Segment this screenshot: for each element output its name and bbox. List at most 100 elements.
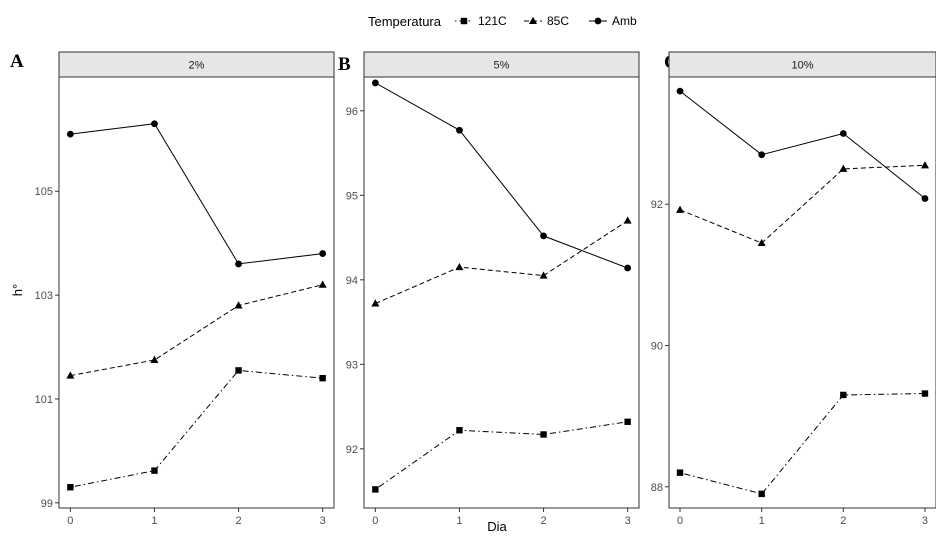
facet-strip-label: 5% bbox=[494, 60, 510, 72]
x-tick-label: 0 bbox=[372, 515, 378, 527]
series-121C bbox=[676, 390, 929, 498]
data-point bbox=[66, 130, 74, 138]
y-tick-label: 94 bbox=[346, 275, 358, 287]
panel-border bbox=[363, 76, 640, 509]
data-point bbox=[67, 484, 74, 491]
data-point bbox=[456, 126, 463, 134]
data-point bbox=[456, 427, 463, 434]
series-121C bbox=[372, 418, 631, 493]
panel-border bbox=[668, 76, 936, 509]
data-point bbox=[319, 250, 327, 257]
data-point bbox=[371, 79, 379, 87]
data-point bbox=[920, 161, 929, 169]
y-tick-label: 93 bbox=[346, 359, 358, 371]
legend-entry: 85C bbox=[524, 14, 569, 28]
panel-border bbox=[58, 76, 335, 509]
data-point bbox=[757, 238, 766, 247]
x-tick-label: 2 bbox=[540, 515, 546, 527]
y-tick-label: 103 bbox=[35, 290, 53, 302]
series-line bbox=[70, 123, 323, 265]
series-121C bbox=[67, 367, 326, 491]
y-tick-label: 96 bbox=[346, 106, 358, 118]
data-point bbox=[319, 374, 326, 382]
data-point bbox=[839, 130, 847, 137]
series-line bbox=[679, 90, 926, 199]
data-point bbox=[455, 262, 464, 271]
x-tick-label: 3 bbox=[320, 515, 326, 527]
series-line bbox=[375, 220, 628, 304]
legend-label: 85C bbox=[547, 14, 569, 28]
y-tick-label: 90 bbox=[651, 340, 663, 352]
y-tick-label: 92 bbox=[651, 199, 663, 211]
legend-label: 121C bbox=[478, 14, 507, 28]
panel-letter: B bbox=[338, 54, 351, 75]
data-point bbox=[318, 280, 327, 288]
data-point bbox=[624, 418, 631, 425]
x-tick-label: 0 bbox=[67, 515, 73, 527]
series-85C bbox=[371, 216, 632, 307]
data-point bbox=[676, 205, 685, 213]
x-tick-label: 3 bbox=[625, 515, 631, 527]
data-point bbox=[235, 367, 242, 374]
x-tick-label: 0 bbox=[677, 515, 683, 527]
panel-2%: A 2% 99 101 103 105 0 1 2 3 bbox=[10, 51, 335, 527]
series-Amb bbox=[66, 120, 327, 268]
y-tick-label: 99 bbox=[41, 498, 53, 510]
data-point bbox=[150, 355, 159, 364]
series-line bbox=[375, 421, 628, 490]
panel-5%: B 5% 92 93 94 95 96 0 1 2 3 bbox=[338, 51, 640, 527]
series-Amb bbox=[371, 79, 632, 272]
data-point bbox=[151, 467, 158, 474]
data-point bbox=[676, 87, 684, 95]
legend-label: Amb bbox=[612, 14, 637, 28]
data-point bbox=[66, 371, 75, 379]
data-point bbox=[840, 391, 847, 399]
x-tick-label: 2 bbox=[840, 515, 846, 527]
legend-entry: Amb bbox=[589, 14, 637, 28]
series-line bbox=[375, 82, 628, 269]
y-tick-label: 92 bbox=[346, 444, 358, 456]
series-line bbox=[679, 393, 926, 495]
x-tick-label: 1 bbox=[151, 515, 157, 527]
y-tick-label: 101 bbox=[35, 394, 53, 406]
series-line bbox=[70, 369, 323, 488]
data-point bbox=[758, 151, 766, 159]
data-point bbox=[540, 232, 547, 240]
panel-letter: A bbox=[10, 51, 24, 72]
data-point bbox=[921, 390, 929, 397]
series-line bbox=[679, 164, 926, 244]
data-point bbox=[921, 195, 929, 202]
data-point bbox=[623, 216, 632, 224]
data-point bbox=[758, 490, 765, 498]
series-85C bbox=[676, 161, 929, 247]
facet-strip-label: 2% bbox=[189, 60, 205, 72]
series-85C bbox=[66, 280, 327, 379]
facet-strip bbox=[668, 51, 936, 78]
facet-strip bbox=[363, 51, 640, 78]
x-tick-label: 2 bbox=[235, 515, 241, 527]
data-point bbox=[371, 299, 380, 307]
data-point bbox=[676, 469, 684, 476]
x-tick-label: 1 bbox=[759, 515, 765, 527]
legend-title: Temperatura bbox=[368, 14, 442, 29]
legend-key-marker bbox=[529, 16, 537, 24]
facet-strip bbox=[58, 51, 335, 78]
data-point bbox=[235, 260, 242, 268]
data-point bbox=[624, 264, 632, 272]
y-tick-label: 88 bbox=[651, 482, 663, 494]
series-Amb bbox=[676, 87, 929, 202]
data-point bbox=[234, 301, 243, 309]
data-point bbox=[539, 271, 548, 279]
series-line bbox=[70, 284, 323, 377]
data-point bbox=[151, 120, 158, 128]
y-tick-label: 105 bbox=[35, 186, 53, 198]
data-point bbox=[540, 431, 547, 438]
data-point bbox=[839, 164, 848, 172]
facet-strip-label: 10% bbox=[791, 60, 813, 72]
x-axis-title: Dia bbox=[487, 519, 507, 534]
legend: Temperatura 121C 85C Amb bbox=[368, 14, 637, 29]
x-tick-label: 1 bbox=[456, 515, 462, 527]
y-tick-label: 95 bbox=[346, 190, 358, 202]
